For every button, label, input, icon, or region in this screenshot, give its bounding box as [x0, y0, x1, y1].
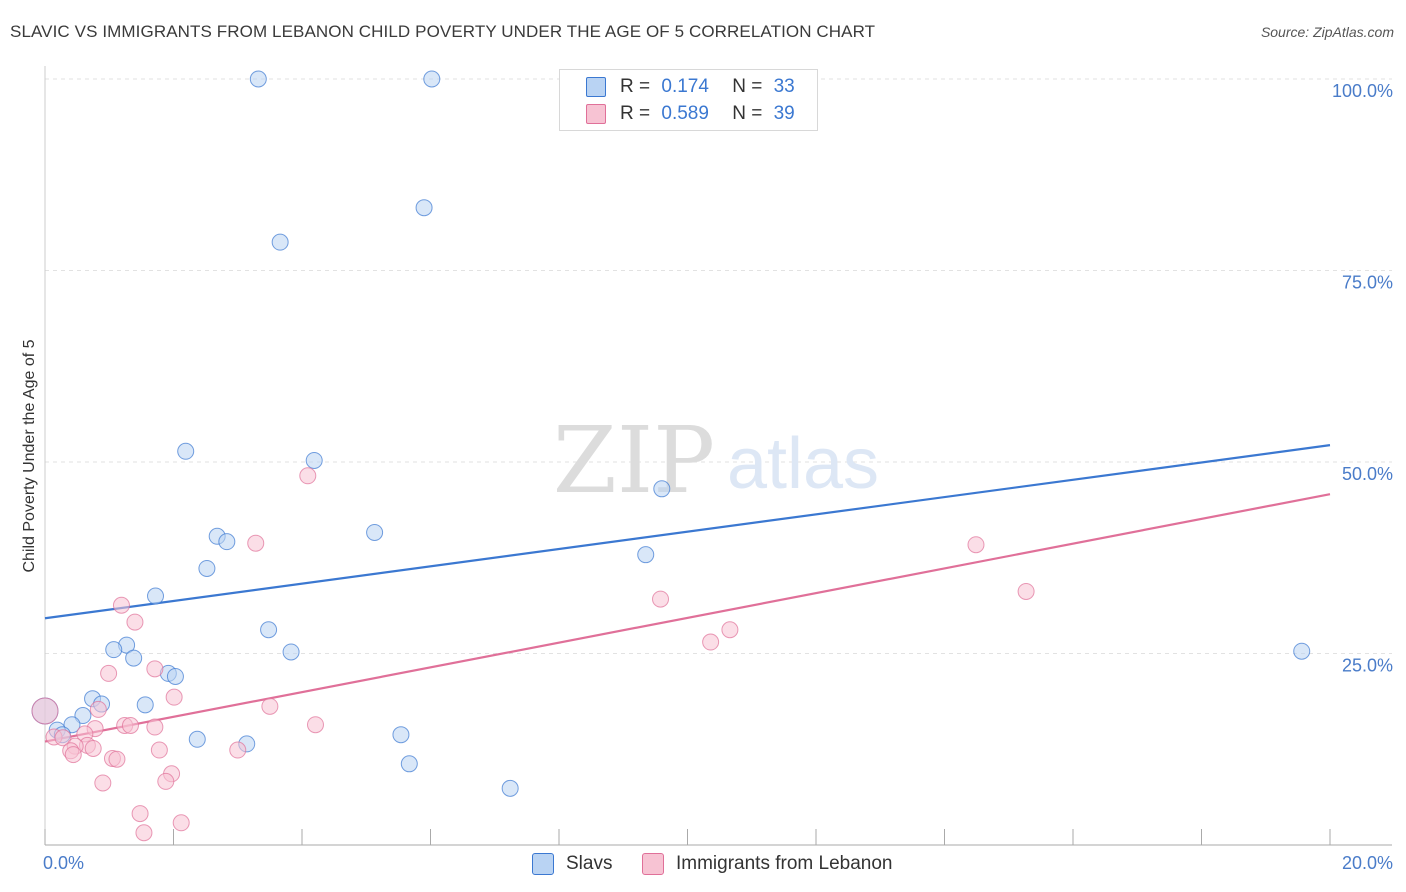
legend: R = 0.174 N = 33 R = 0.589 N = 39: [559, 69, 818, 131]
point-lebanon: [172, 814, 190, 832]
watermark: ZIP atlas: [553, 407, 879, 514]
point-slavs: [1293, 642, 1311, 660]
watermark-atlas: atlas: [727, 424, 879, 504]
bottom-legend-swatch-lebanon: [642, 853, 664, 875]
y-tick-label: 25.0%: [1342, 656, 1393, 676]
legend-r-value: 0.174: [661, 76, 709, 97]
point-lebanon: [1017, 582, 1035, 600]
legend-n-value: 39: [773, 103, 795, 124]
point-slavs: [136, 696, 154, 714]
point-lebanon: [100, 664, 118, 682]
point-slavs: [637, 546, 655, 564]
point-slavs: [105, 641, 123, 659]
x-tick-label: 0.0%: [43, 853, 84, 873]
point-lebanon: [299, 467, 317, 485]
point-slavs: [147, 587, 165, 605]
point-lebanon: [89, 700, 107, 718]
point-lebanon: [146, 660, 164, 678]
point-slavs: [653, 480, 671, 498]
trend-line-lebanon: [44, 493, 1331, 743]
trend-lines: [44, 444, 1331, 743]
point-lebanon: [84, 739, 102, 757]
y-tick-label: 75.0%: [1342, 273, 1393, 293]
point-slavs: [177, 442, 195, 460]
trend-line-slavs: [44, 444, 1331, 620]
point-lebanon: [131, 805, 149, 823]
point-slavs: [282, 643, 300, 661]
point-lebanon: [126, 613, 144, 631]
legend-n-label: N =: [732, 103, 763, 124]
x-tick-label: 20.0%: [1342, 853, 1393, 873]
bottom-legend-lebanon: Immigrants from Lebanon: [642, 851, 893, 877]
y-tick-label: 50.0%: [1342, 464, 1393, 484]
point-slavs: [400, 755, 418, 773]
point-lebanon: [94, 774, 112, 792]
watermark-zip: ZIP: [553, 407, 715, 514]
y-tick-labels: 100.0% 75.0% 50.0% 25.0%: [1332, 81, 1393, 676]
point-lebanon: [157, 772, 175, 790]
legend-swatch-lebanon: [586, 104, 606, 124]
legend-r-label: R =: [620, 76, 651, 97]
point-lebanon: [306, 716, 324, 734]
bottom-legend-swatch-slavs: [532, 853, 554, 875]
point-lebanon: [150, 741, 168, 759]
point-lebanon: [261, 697, 279, 715]
legend-swatch-slavs: [586, 77, 606, 97]
point-slavs: [415, 199, 433, 217]
point-slavs: [218, 533, 236, 551]
source-credit: Source: ZipAtlas.com: [1260, 24, 1394, 40]
point-slavs: [74, 707, 92, 725]
point-lebanon: [135, 824, 153, 842]
point-lebanon: [64, 746, 82, 764]
point-slavs: [501, 779, 519, 797]
legend-r-label: R =: [620, 103, 651, 124]
legend-text-lebanon: R = 0.589 N = 39: [620, 103, 795, 125]
y-axis-label: Child Poverty Under the Age of 5: [21, 339, 38, 572]
legend-text-slavs: R = 0.174 N = 33: [620, 76, 795, 98]
y-tick-label: 100.0%: [1332, 81, 1393, 101]
point-slavs: [271, 233, 289, 251]
point-lebanon: [54, 729, 72, 747]
point-lebanon: [229, 741, 247, 759]
chart-title: SLAVIC VS IMMIGRANTS FROM LEBANON CHILD …: [10, 22, 876, 41]
point-lebanon: [121, 717, 139, 735]
point-slavs: [249, 70, 267, 88]
point-slavs: [166, 667, 184, 685]
point-lebanon: [702, 633, 720, 651]
point-lebanon: [112, 596, 130, 614]
bottom-legend-slavs: Slavs: [532, 851, 612, 877]
point-slavs: [188, 730, 206, 748]
x-tick-labels: 0.0% 20.0%: [43, 853, 1393, 873]
point-slavs: [423, 70, 441, 88]
point-slavs: [125, 649, 143, 667]
point-lebanon: [146, 718, 164, 736]
point-slavs: [305, 451, 323, 469]
point-lebanon: [967, 536, 985, 554]
scatter-points: [31, 70, 1311, 842]
legend-r-value: 0.589: [661, 103, 709, 124]
bottom-legend-label-slavs: Slavs: [566, 853, 613, 874]
axes: [44, 66, 1392, 846]
point-lebanon: [165, 688, 183, 706]
point-lebanon: [108, 750, 126, 768]
grid-lines: [45, 78, 1392, 654]
point-lebanon: [721, 621, 739, 639]
point-slavs: [198, 559, 216, 577]
point-slavs: [392, 726, 410, 744]
legend-n-value: 33: [773, 76, 795, 97]
point-lebanon: [652, 590, 670, 608]
point-slavs: [260, 621, 278, 639]
point-lebanon: [31, 697, 59, 725]
bottom-legend-label-lebanon: Immigrants from Lebanon: [676, 853, 893, 874]
legend-n-label: N =: [732, 76, 763, 97]
point-lebanon: [247, 534, 265, 552]
point-slavs: [366, 523, 384, 541]
